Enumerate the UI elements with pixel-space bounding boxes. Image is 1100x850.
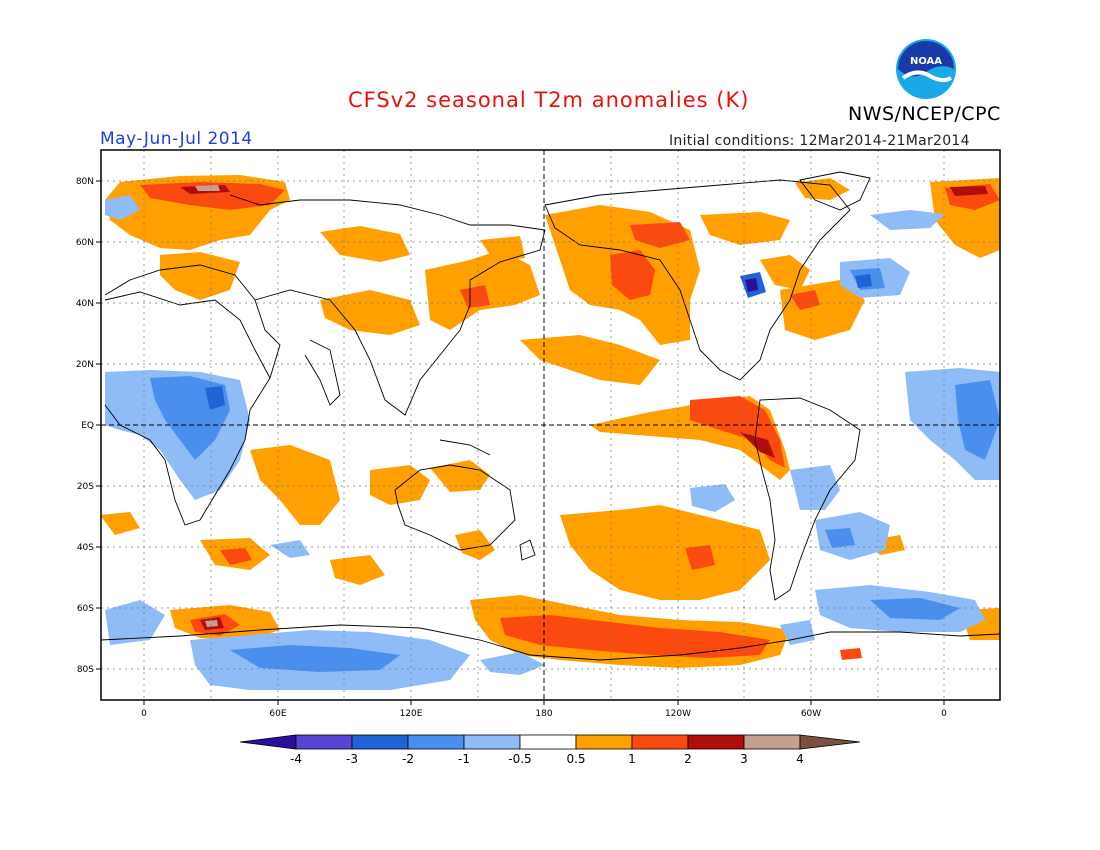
- cold-extreme-regions: [745, 278, 758, 292]
- lat-label: 20S: [77, 482, 94, 492]
- anomaly-fields: [101, 171, 1000, 690]
- colorbar-bin: [463, 734, 521, 750]
- lon-label: 60W: [801, 709, 821, 719]
- lat-label: 60S: [77, 604, 94, 614]
- lat-label: 40N: [76, 299, 94, 309]
- colorbar-label: -4: [290, 752, 302, 766]
- latitude-labels: 80N 60N 40N 20N EQ 20S 40S 60S 80S: [76, 177, 94, 675]
- colorbar-bin: [519, 734, 577, 750]
- lat-label: 80N: [76, 177, 94, 187]
- colorbar-labels: -4 -3 -2 -1 -0.5 0.5 1 2 3 4: [290, 752, 804, 766]
- warm-extreme-regions: [180, 185, 988, 630]
- logo-text: NOAA: [910, 56, 942, 67]
- colorbar-label: -1: [458, 752, 470, 766]
- colorbar-label: 4: [796, 752, 804, 766]
- longitude-labels: 0 60E 120E 180 120W 60W 0: [141, 709, 947, 719]
- initial-conditions-label: Initial conditions: 12Mar2014-21Mar2014: [669, 133, 970, 149]
- lat-label: 80S: [77, 665, 94, 675]
- colorbar-label: -3: [346, 752, 358, 766]
- colorbar-arrow-low: [239, 734, 297, 750]
- equator-dateline: [101, 150, 1000, 700]
- colorbar-bin: [407, 734, 465, 750]
- colorbar-bin: [631, 734, 689, 750]
- lat-label: 40S: [77, 543, 94, 553]
- colorbar-label: 0.5: [566, 752, 585, 766]
- colorbar-label: -0.5: [508, 752, 531, 766]
- map-title: CFSv2 seasonal T2m anomalies (K): [348, 88, 750, 112]
- lat-label: EQ: [81, 421, 94, 431]
- noaa-logo: NOAA: [896, 39, 956, 99]
- colorbar-arrow-high: [799, 734, 861, 750]
- lon-label: 120E: [400, 709, 423, 719]
- lon-label: 120W: [665, 709, 691, 719]
- colorbar-label: 3: [740, 752, 748, 766]
- lon-label: 0: [141, 709, 147, 719]
- coastlines: [101, 171, 1000, 661]
- colorbar-bin: [295, 734, 353, 750]
- season-label: May-Jun-Jul 2014: [100, 129, 253, 149]
- graticule: [101, 150, 1000, 700]
- lat-label: 60N: [76, 238, 94, 248]
- colorbar: [239, 734, 861, 750]
- colorbar-bin: [743, 734, 801, 750]
- colorbar-bin: [687, 734, 745, 750]
- lon-label: 60E: [269, 709, 286, 719]
- colorbar-label: 2: [684, 752, 692, 766]
- colorbar-label: 1: [628, 752, 636, 766]
- colorbar-bin: [575, 734, 633, 750]
- axis-ticks: [96, 180, 945, 705]
- colorbar-label: -2: [402, 752, 414, 766]
- agency-label: NWS/NCEP/CPC: [848, 103, 1001, 125]
- lon-label: 180: [535, 709, 552, 719]
- colorbar-bin: [351, 734, 409, 750]
- lon-label: 0: [941, 709, 947, 719]
- lat-label: 20N: [76, 360, 94, 370]
